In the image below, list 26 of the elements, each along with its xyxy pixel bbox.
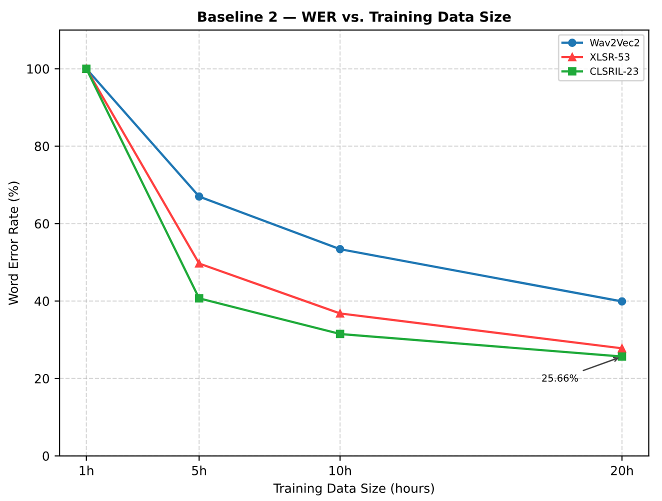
point xyxy=(194,192,204,201)
y-tick-label: 0 xyxy=(42,451,50,461)
y-tick-label: 20 xyxy=(34,374,50,384)
point xyxy=(618,344,626,352)
point xyxy=(194,259,204,268)
point xyxy=(618,297,626,306)
x-tick-label: 5h xyxy=(192,466,206,476)
x-tick-label: 1h xyxy=(80,466,94,476)
y-tick-label: 60 xyxy=(34,219,50,229)
y-tick-label: 40 xyxy=(34,296,50,306)
y-axis-title: Word Error Rate (%) xyxy=(8,182,20,305)
point xyxy=(336,309,344,318)
y-tick-label: 100 xyxy=(27,64,50,74)
legend-label: CLSRIL-23 xyxy=(590,68,638,75)
point xyxy=(618,352,626,361)
chart-title: Baseline 2 — WER vs. Training Data Size xyxy=(198,11,511,25)
x-tick-label: 20h xyxy=(610,466,633,476)
legend-label: Wav2Vec2 xyxy=(590,38,640,46)
y-tick-label: 80 xyxy=(34,142,50,152)
annotation: 25.66% xyxy=(542,374,578,382)
point xyxy=(194,294,204,303)
point xyxy=(336,330,344,338)
point xyxy=(336,245,344,254)
x-tick-label: 10h xyxy=(330,466,351,476)
x-axis-title: Training Data Size (hours) xyxy=(273,483,434,496)
legend-label: XLSR-53 xyxy=(590,53,630,61)
